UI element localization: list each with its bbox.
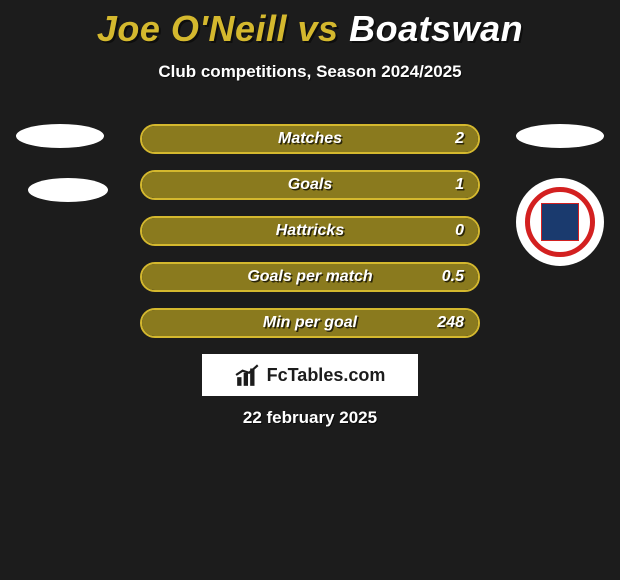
stat-bar-value: 2: [455, 126, 464, 152]
stat-bar-value: 0: [455, 218, 464, 244]
player1-name: Joe O'Neill: [97, 8, 287, 49]
stat-bar-label: Min per goal: [142, 310, 478, 336]
comparison-title: Joe O'Neill vs Boatswan: [0, 0, 620, 50]
stat-bar-label: Matches: [142, 126, 478, 152]
brand-chart-icon: [235, 364, 261, 386]
stat-bar: Min per goal248: [140, 308, 480, 338]
player1-avatar-placeholder: [16, 124, 104, 148]
stat-bar: Matches2: [140, 124, 480, 154]
stat-bar-value: 1: [455, 172, 464, 198]
brand-box: FcTables.com: [202, 354, 418, 396]
vs-text: vs: [298, 8, 339, 49]
stat-bar-label: Goals per match: [142, 264, 478, 290]
player2-club-badge: [516, 178, 604, 266]
club-badge-center: [541, 203, 579, 241]
stat-bar-value: 0.5: [442, 264, 464, 290]
player2-name: Boatswan: [349, 8, 523, 49]
stat-bar: Goals1: [140, 170, 480, 200]
stat-bar: Hattricks0: [140, 216, 480, 246]
brand-text: FcTables.com: [267, 365, 386, 386]
stat-bar-label: Hattricks: [142, 218, 478, 244]
stat-bar: Goals per match0.5: [140, 262, 480, 292]
stat-bar-label: Goals: [142, 172, 478, 198]
stats-bars: Matches2Goals1Hattricks0Goals per match0…: [140, 124, 480, 354]
player2-avatar-placeholder: [516, 124, 604, 148]
club-badge-ring: [525, 187, 595, 257]
stat-bar-value: 248: [437, 310, 464, 336]
subtitle: Club competitions, Season 2024/2025: [0, 62, 620, 82]
date-label: 22 february 2025: [0, 408, 620, 428]
player1-club-placeholder: [28, 178, 108, 202]
